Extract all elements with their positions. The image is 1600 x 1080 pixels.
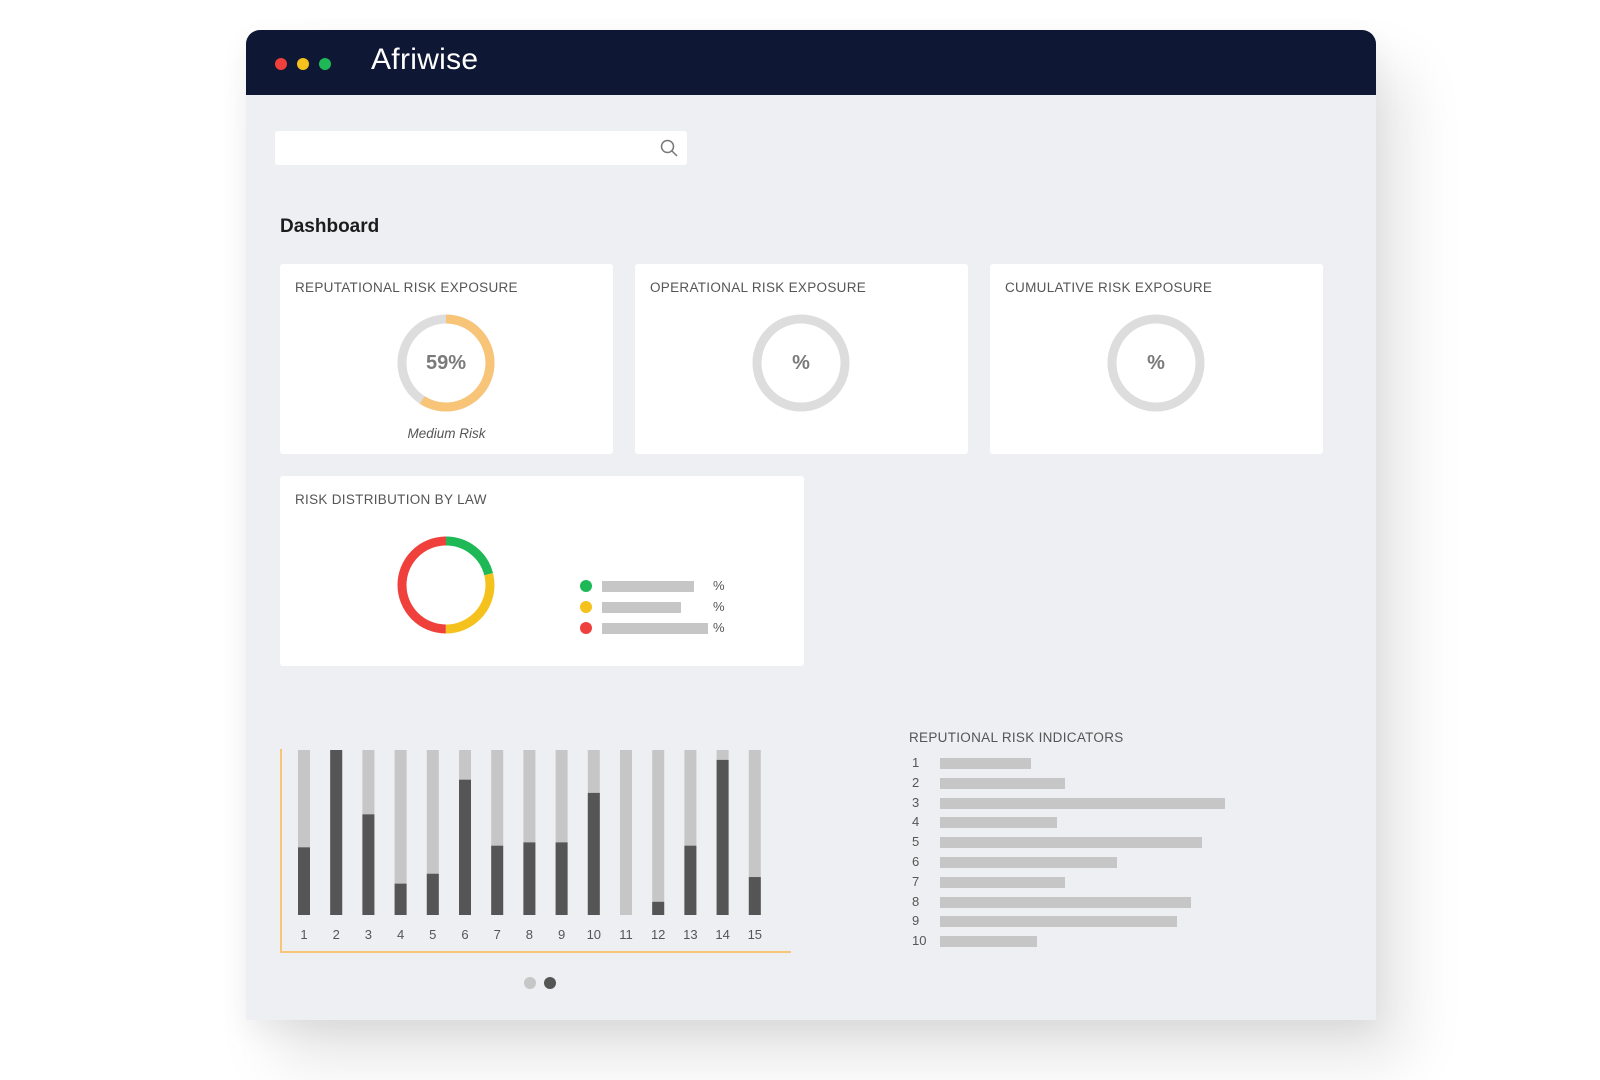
chart-axis [280, 749, 791, 953]
indicator-number: 6 [912, 854, 920, 869]
legend-swatch [580, 601, 592, 613]
legend-label-placeholder [602, 602, 681, 613]
bar [523, 842, 536, 915]
indicator-number: 5 [912, 834, 920, 850]
x-tick-label: 3 [365, 927, 372, 942]
donut-yellow-segment [397, 536, 495, 634]
indicator-number: 9 [912, 913, 920, 929]
gauge-value: 59% [425, 351, 467, 374]
legend-percent: % [713, 599, 725, 614]
card-title: RISK DISTRIBUTION BY LAW [295, 492, 487, 507]
reputational-risk-card[interactable]: REPUTATIONAL RISK EXPOSURE 59% Medium Ri… [280, 264, 613, 454]
legend-item: % [580, 578, 730, 594]
maximize-window-button[interactable] [319, 58, 331, 70]
x-tick-label: 8 [526, 927, 533, 942]
indicators-title: REPUTIONAL RISK INDICATORS [909, 730, 1124, 745]
gauge-value: % [1147, 351, 1165, 374]
indicator-number: 2 [912, 774, 920, 790]
close-window-button[interactable] [275, 58, 287, 70]
x-tick-label: 7 [494, 927, 501, 942]
legend-percent: % [713, 620, 725, 635]
x-tick-label: 10 [587, 927, 601, 942]
legend-label-placeholder [602, 581, 694, 592]
card-title: CUMULATIVE RISK EXPOSURE [1005, 280, 1213, 295]
title-bar: Afriwise [246, 30, 1376, 95]
cumulative-risk-card[interactable]: CUMULATIVE RISK EXPOSURE % [990, 264, 1323, 454]
indicator-number: 7 [912, 873, 920, 889]
bar [555, 842, 568, 915]
bar [684, 845, 697, 915]
x-tick-label: 5 [429, 927, 436, 942]
card-title: REPUTATIONAL RISK EXPOSURE [295, 280, 518, 295]
indicator-bar [940, 777, 1066, 789]
indicator-bar [940, 857, 1117, 868]
legend-swatch [580, 622, 592, 634]
minimize-window-button[interactable] [297, 58, 309, 70]
cumulative-risk-gauge [1107, 314, 1205, 412]
bar [716, 759, 729, 915]
legend-item: % [580, 599, 730, 615]
bar-track [620, 750, 632, 915]
x-tick-label: 2 [333, 927, 340, 942]
indicator-number: 3 [912, 794, 920, 810]
x-tick-label: 14 [715, 927, 729, 942]
legend-item: % [580, 620, 730, 636]
gauge-value: % [792, 351, 810, 374]
app-logo: Afriwise [371, 43, 479, 76]
bar [652, 901, 665, 915]
pager-dot-1[interactable] [524, 977, 536, 989]
donut-red-segment [397, 536, 495, 634]
bar-track [394, 750, 407, 915]
operational-risk-card[interactable]: OPERATIONAL RISK EXPOSURE % [635, 264, 968, 454]
indicator-bar [940, 916, 1177, 928]
indicator-bar [940, 936, 1037, 948]
x-tick-label: 11 [619, 927, 633, 942]
indicator-number: 1 [912, 755, 920, 770]
risk-distribution-card[interactable]: RISK DISTRIBUTION BY LAW % % % [280, 476, 804, 666]
operational-risk-gauge [752, 314, 850, 412]
bar-track [748, 750, 761, 915]
app-window: Afriwise Dashboard REPUTATIONAL RISK EXP… [246, 30, 1376, 1020]
indicator-bar [940, 817, 1057, 829]
search-icon[interactable] [660, 139, 678, 157]
bar [426, 873, 439, 915]
bar [362, 814, 375, 915]
x-tick-label: 12 [651, 927, 665, 942]
x-tick-label: 1 [300, 927, 307, 942]
risk-distribution-donut [397, 536, 495, 634]
indicator-number: 8 [912, 893, 920, 909]
bar [298, 847, 310, 915]
page-title: Dashboard [280, 216, 380, 237]
reputational-risk-gauge [397, 314, 495, 412]
indicator-bar [940, 837, 1203, 849]
risk-bar-chart: 1 2 3 4 5 6 7 8 9 10 11 12 13 14 15 [280, 749, 791, 953]
indicator-bar [940, 797, 1225, 809]
x-tick-label: 13 [683, 927, 697, 942]
indicator-number: 4 [912, 814, 920, 830]
search-input[interactable] [275, 131, 687, 165]
x-tick-label: 6 [461, 927, 468, 942]
pager-dot-2[interactable] [544, 977, 556, 989]
card-title: OPERATIONAL RISK EXPOSURE [650, 280, 867, 295]
legend-label-placeholder [602, 623, 708, 634]
indicator-number: 10 [912, 933, 927, 949]
bar [394, 883, 407, 915]
legend-swatch [580, 580, 592, 592]
risk-level-caption: Medium Risk [407, 426, 486, 441]
bar [587, 792, 600, 915]
indicator-bar [940, 896, 1191, 908]
bar [459, 779, 471, 915]
indicator-bar [940, 876, 1066, 888]
indicator-bar [940, 758, 1032, 769]
bar [330, 750, 343, 915]
x-tick-label: 9 [558, 927, 565, 942]
x-tick-label: 4 [397, 927, 404, 942]
bar-track [652, 750, 665, 915]
legend-percent: % [713, 578, 725, 593]
bar [748, 877, 761, 915]
bar [491, 845, 504, 915]
x-tick-label: 15 [748, 927, 762, 942]
